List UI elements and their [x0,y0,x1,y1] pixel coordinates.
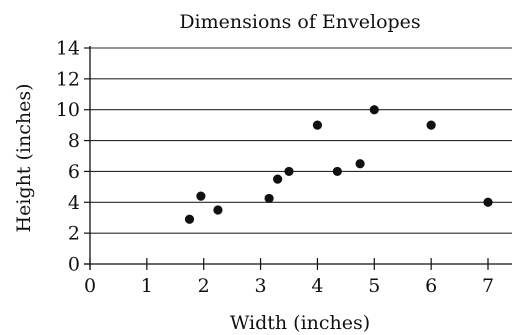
y-tick-label: 12 [56,68,80,90]
y-tick-label: 4 [68,192,80,214]
data-points [184,105,493,224]
y-tick-label: 10 [56,99,80,121]
data-point [426,120,436,130]
x-tick-label: 0 [84,275,96,297]
data-point [312,120,323,130]
y-tick-label: 8 [68,130,80,152]
x-tick-label: 6 [425,275,437,297]
x-tick-label: 4 [311,275,323,297]
data-point [273,174,283,184]
y-axis-label: Height (inches) [13,84,35,233]
x-tick-label: 1 [141,275,153,297]
data-point [264,193,274,204]
data-point [284,166,294,177]
chart-title: Dimensions of Envelopes [179,11,420,33]
data-point [355,159,365,169]
data-point [483,197,493,207]
x-tick-label: 7 [482,275,494,297]
gridlines [90,47,512,234]
y-tick-label: 2 [68,223,80,245]
axes [84,46,512,270]
x-axis-label: Width (inches) [230,312,370,334]
data-point [332,166,342,177]
x-tick-label: 5 [368,275,380,297]
data-point [184,214,195,224]
x-tick-labels: 0 1 2 3 4 5 6 7 [84,275,494,297]
y-tick-label: 6 [68,161,80,183]
y-tick-label: 14 [56,38,80,60]
y-tick-labels: 0 2 4 6 8 10 12 14 [56,38,80,276]
x-tick-label: 2 [198,275,210,297]
y-tick-label: 0 [68,254,80,276]
data-point [369,105,379,115]
data-point [196,191,206,201]
x-tick-label: 3 [255,275,267,297]
data-point [213,205,223,215]
